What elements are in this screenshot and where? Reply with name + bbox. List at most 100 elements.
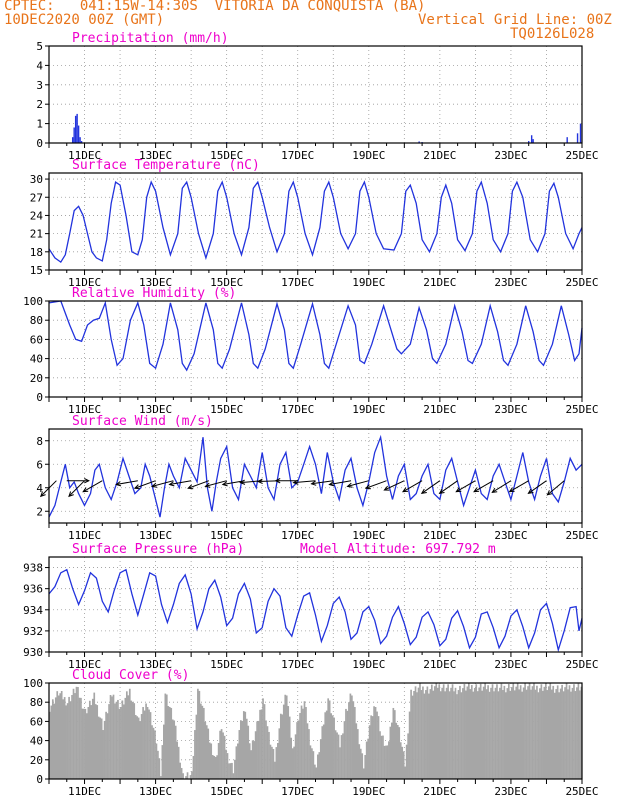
cloud-bar: [278, 728, 281, 779]
cloud-bar: [356, 729, 359, 779]
wind-arrow-head: [187, 484, 194, 490]
wind-arrow-head: [455, 487, 462, 493]
cloud-bar: [305, 707, 307, 779]
wind-arrow: [134, 480, 156, 489]
cloud-bar: [235, 746, 238, 779]
cloud-bar: [536, 685, 538, 779]
y-tick-label: 6: [36, 458, 43, 471]
cloud-bar: [340, 735, 343, 779]
cloud-bar: [383, 745, 386, 779]
cloud-bar: [194, 730, 196, 779]
cloud-bar: [493, 691, 495, 779]
cloud-bar: [133, 703, 136, 779]
cloud-bar: [155, 743, 158, 779]
cloud-bar: [281, 714, 284, 779]
cloud-bar: [506, 688, 509, 779]
x-tick-label: 17DEC: [281, 529, 314, 542]
wind-arrow: [473, 480, 494, 493]
x-tick-label: 19DEC: [352, 276, 385, 289]
cloud-bar: [425, 690, 427, 779]
cloud-bar: [208, 742, 211, 779]
cloud-bar: [512, 683, 515, 779]
cloud-bar: [59, 693, 62, 779]
y-tick-label: 27: [30, 191, 43, 204]
cloud-bar: [515, 686, 518, 779]
cloud-bar: [210, 743, 213, 779]
cloud-bar: [74, 693, 76, 779]
wind-arrow: [311, 480, 334, 485]
cloud-bar: [84, 708, 87, 779]
panel-title: Relative Humidity (%): [72, 286, 236, 301]
cloud-bar: [429, 689, 432, 779]
cloud-bar: [386, 745, 389, 779]
precip-bar: [71, 137, 74, 143]
x-tick-label: 21DEC: [423, 785, 456, 798]
x-tick-label: 23DEC: [494, 149, 527, 162]
wind-arrow-head: [256, 478, 263, 484]
cloud-bar: [63, 697, 66, 779]
cloud-bar: [318, 752, 321, 779]
y-tick-label: 4: [36, 482, 43, 495]
cloud-bar: [291, 748, 294, 779]
cloud-bar: [516, 683, 519, 779]
cloud-bar: [521, 691, 523, 779]
cloud-bar: [451, 684, 454, 779]
cloud-bar: [565, 683, 568, 779]
wind-arrow-head: [546, 490, 553, 496]
cloud-bar: [148, 709, 150, 779]
x-tick-label: 11DEC: [68, 658, 101, 671]
cloud-bar: [296, 722, 298, 779]
cloud-bar: [426, 686, 429, 779]
y-tick-label: 2: [36, 98, 43, 111]
cloud-bar: [66, 703, 69, 779]
cloud-bar: [239, 720, 242, 779]
cloud-bar: [290, 737, 293, 779]
cloud-bar: [154, 730, 156, 779]
cloud-bar: [109, 695, 112, 779]
precip-bar: [73, 127, 75, 143]
precip-bar: [79, 137, 81, 143]
cloud-bar: [450, 687, 452, 779]
cloud-bar: [49, 711, 51, 779]
x-tick-label: 13DEC: [139, 403, 172, 416]
cloud-bar: [198, 690, 201, 779]
y-tick-label: 934: [23, 604, 43, 617]
series-line: [48, 180, 583, 264]
x-tick-label: 19DEC: [352, 529, 385, 542]
cloud-bar: [391, 722, 393, 779]
precip-bar: [576, 133, 579, 143]
cloud-bar: [93, 692, 96, 779]
cloud-bar: [348, 702, 350, 779]
cloud-bar: [579, 690, 581, 779]
cloud-bar: [316, 754, 319, 779]
cloud-bar: [265, 720, 267, 779]
cloud-bar: [547, 686, 550, 779]
x-tick-label: 25DEC: [565, 403, 598, 416]
cloud-bar: [125, 691, 128, 779]
cloud-bar: [377, 716, 380, 779]
cloud-bar: [570, 691, 572, 779]
cloud-bar: [302, 708, 304, 779]
cloud-bar: [472, 691, 475, 779]
series-line: [48, 434, 583, 518]
x-tick-label: 13DEC: [139, 529, 172, 542]
cloud-bar: [361, 753, 364, 779]
cloud-bar: [462, 688, 464, 779]
x-tick-label: 23DEC: [494, 529, 527, 542]
series-line: [48, 568, 583, 653]
cloud-bar: [459, 685, 461, 779]
cloud-bar: [555, 689, 558, 779]
cloud-bar: [411, 695, 414, 779]
cloud-bar: [112, 694, 115, 779]
cloud-bar: [376, 711, 378, 779]
wind-arrow: [82, 480, 103, 493]
cloud-bar: [234, 759, 236, 779]
cloud-bar: [62, 699, 65, 779]
cloud-bar: [86, 713, 88, 779]
precip-bar: [532, 139, 534, 143]
cloud-bar: [157, 750, 159, 779]
cloud-bar: [256, 721, 258, 779]
cloud-bar: [173, 720, 176, 779]
cloud-bar: [68, 696, 70, 779]
cloud-bar: [200, 703, 202, 779]
